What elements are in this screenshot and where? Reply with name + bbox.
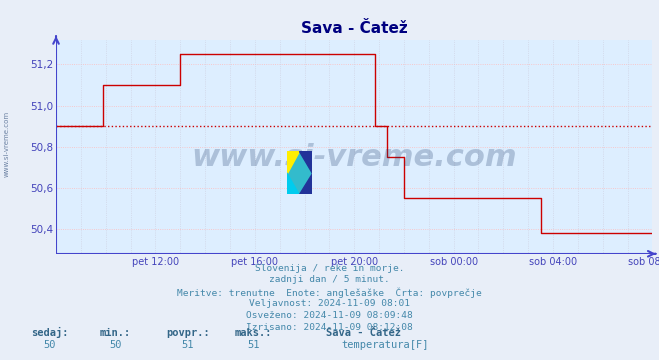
Text: Meritve: trenutne  Enote: anglešaške  Črta: povprečje: Meritve: trenutne Enote: anglešaške Črta… [177,287,482,298]
Text: 50: 50 [43,341,55,351]
Text: temperatura[F]: temperatura[F] [341,341,429,351]
Text: 51: 51 [248,341,260,351]
Text: www.si-vreme.com: www.si-vreme.com [191,143,517,172]
Text: zadnji dan / 5 minut.: zadnji dan / 5 minut. [269,275,390,284]
Text: Izrisano: 2024-11-09 08:12:08: Izrisano: 2024-11-09 08:12:08 [246,323,413,332]
Polygon shape [287,151,312,194]
Text: min.:: min.: [100,328,131,338]
Text: maks.:: maks.: [235,328,272,338]
Polygon shape [299,173,312,194]
Text: 50: 50 [109,341,121,351]
Text: 51: 51 [182,341,194,351]
Title: Sava - Čatež: Sava - Čatež [301,21,407,36]
Polygon shape [287,173,299,194]
Text: www.si-vreme.com: www.si-vreme.com [3,111,10,177]
Text: Sava - Čatež: Sava - Čatež [326,328,401,338]
Text: Osveženo: 2024-11-09 08:09:48: Osveženo: 2024-11-09 08:09:48 [246,311,413,320]
Text: Veljavnost: 2024-11-09 08:01: Veljavnost: 2024-11-09 08:01 [249,299,410,308]
Text: Slovenija / reke in morje.: Slovenija / reke in morje. [255,264,404,273]
Polygon shape [299,151,312,173]
Text: sedaj:: sedaj: [31,327,68,338]
Polygon shape [287,151,299,173]
Text: povpr.:: povpr.: [166,328,210,338]
